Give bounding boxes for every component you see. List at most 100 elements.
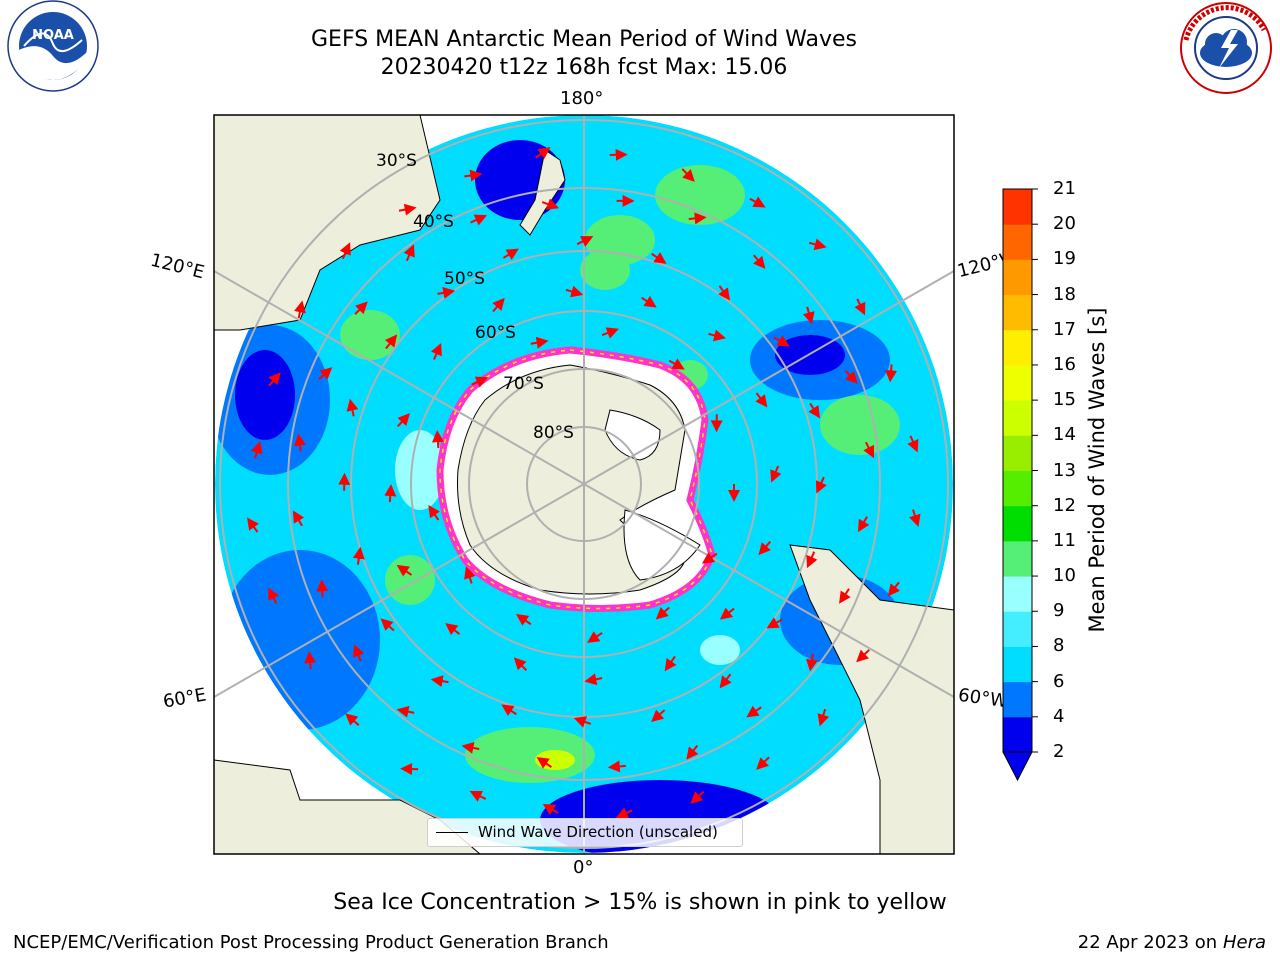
wave-direction-arrow [749,196,766,208]
wave-direction-arrow [857,516,870,533]
wave-direction-arrow [808,402,821,419]
wave-direction-arrow [464,566,476,584]
colorbar-tick-label: 10 [1053,565,1076,587]
wave-direction-arrow [651,252,667,264]
wave-direction-arrow [304,651,317,670]
wave-direction-arrow [346,398,359,417]
chart-title: GEFS MEAN Antarctic Mean Period of Wind … [311,27,857,52]
wave-direction-arrow [803,306,815,325]
wave-direction-arrow [470,214,488,226]
wave-direction-arrow [758,540,772,556]
wave-direction-arrow [887,581,901,597]
colorbar-extend-triangle [1002,751,1033,782]
lat-label-30s: 30°S [376,151,417,171]
wave-direction-arrow [817,708,830,727]
colorbar-segment [1003,611,1032,647]
footer-machine: Hera [1222,932,1266,953]
wave-direction-arrow [615,807,633,819]
wave-direction-arrow [354,301,368,315]
colorbar-tick-label: 12 [1053,494,1076,516]
wave-direction-arrow [445,623,461,636]
wave-direction-arrow [806,551,818,569]
wave-direction-arrow [719,607,735,620]
wave-direction-arrow [587,631,603,643]
wave-direction-arrow [753,254,766,269]
new-zealand-land [519,149,566,236]
wave-direction-arrow [384,334,398,350]
wave-direction-arrow [430,342,442,360]
colorbar-tick-label: 4 [1053,705,1065,727]
wave-direction-arrow [601,327,619,339]
wave-direction-arrow [398,203,417,216]
map-legend: Wind Wave Direction (unscaled) [427,818,743,847]
colorbar-segment [1003,224,1032,260]
wave-direction-arrow [430,675,449,688]
colorbar-segment [1003,505,1032,542]
wave-direction-arrow [469,790,487,802]
wave-direction-arrow [808,238,827,251]
wave-direction-arrow [756,756,770,770]
footer-date: 22 Apr 2023 on Hera [1078,932,1266,953]
footer-date-text: 22 Apr 2023 on [1077,932,1223,953]
wave-direction-arrow [708,329,726,342]
wave-direction-arrow [471,376,489,388]
colorbar-segment [1003,259,1032,296]
wave-direction-arrow [766,617,783,629]
wave-direction-arrow [464,169,483,182]
wave-direction-arrow [690,790,705,804]
wave-direction-arrow [530,336,549,349]
wave-direction-arrow [352,546,365,565]
wave-direction-arrow [773,335,790,347]
wave-direction-arrow [746,705,762,718]
footer-branch: NCEP/EMC/Verification Post Processing Pr… [13,932,609,953]
wave-direction-arrow [718,285,730,301]
colorbar-segment [1003,294,1032,331]
legend-line-icon [436,832,468,833]
wave-direction-arrow [854,298,866,316]
wave-direction-arrow [461,742,480,754]
colorbar-tick-label: 18 [1053,283,1076,305]
noaa-logo-text: NOAA [32,28,74,43]
wave-direction-arrow [668,358,685,370]
colorbar-label: Mean Period of Wind Waves [s] [1085,307,1109,633]
wave-direction-arrow [318,367,333,380]
wave-direction-arrow [428,504,440,521]
wave-direction-arrow [541,198,560,210]
wave-direction-arrow [542,803,559,816]
colorbar-tick-label: 14 [1053,424,1076,446]
wave-direction-arrow [573,716,592,728]
colorbar-segment [1003,681,1032,718]
lat-label-70s: 70°S [503,374,544,394]
wave-direction-arrow [576,236,594,247]
wave-direction-arrow [251,441,263,459]
colorbar-tick-label: 20 [1053,213,1076,235]
colorbar-tick-label: 17 [1053,318,1076,340]
wave-direction-arrow [431,430,444,449]
nws-logo [1180,2,1272,94]
colorbar-segment [1003,540,1032,577]
wave-direction-arrow [384,484,397,503]
colorbar-tick-label: 19 [1053,248,1076,270]
wave-direction-arrow [502,248,519,260]
wave-direction-arrow [396,413,410,428]
wave-direction-arrow [584,673,603,686]
sea-ice-caption: Sea Ice Concentration > 15% is shown in … [333,890,947,915]
wave-direction-arrow [815,476,827,494]
wave-direction-arrow [396,564,413,577]
wave-direction-arrow [294,300,306,319]
colorbar-tick-label: 8 [1053,635,1065,657]
wave-direction-arrow [316,579,329,598]
wave-direction-arrow [651,709,666,723]
wave-direction-arrow [664,655,677,672]
wave-direction-arrow [403,244,415,262]
wave-direction-arrow [839,588,851,604]
colorbar-segment [1003,576,1032,612]
lat-label-40s: 40°S [413,212,454,232]
colorbar-tick-label: 21 [1053,178,1076,199]
colorbar-segment [1003,435,1032,471]
wave-direction-arrow [396,705,415,718]
wave-direction-arrow [492,297,505,313]
wave-direction-arrow [565,285,584,298]
wave-direction-arrow [268,372,281,387]
wave-direction-arrow [885,364,898,383]
